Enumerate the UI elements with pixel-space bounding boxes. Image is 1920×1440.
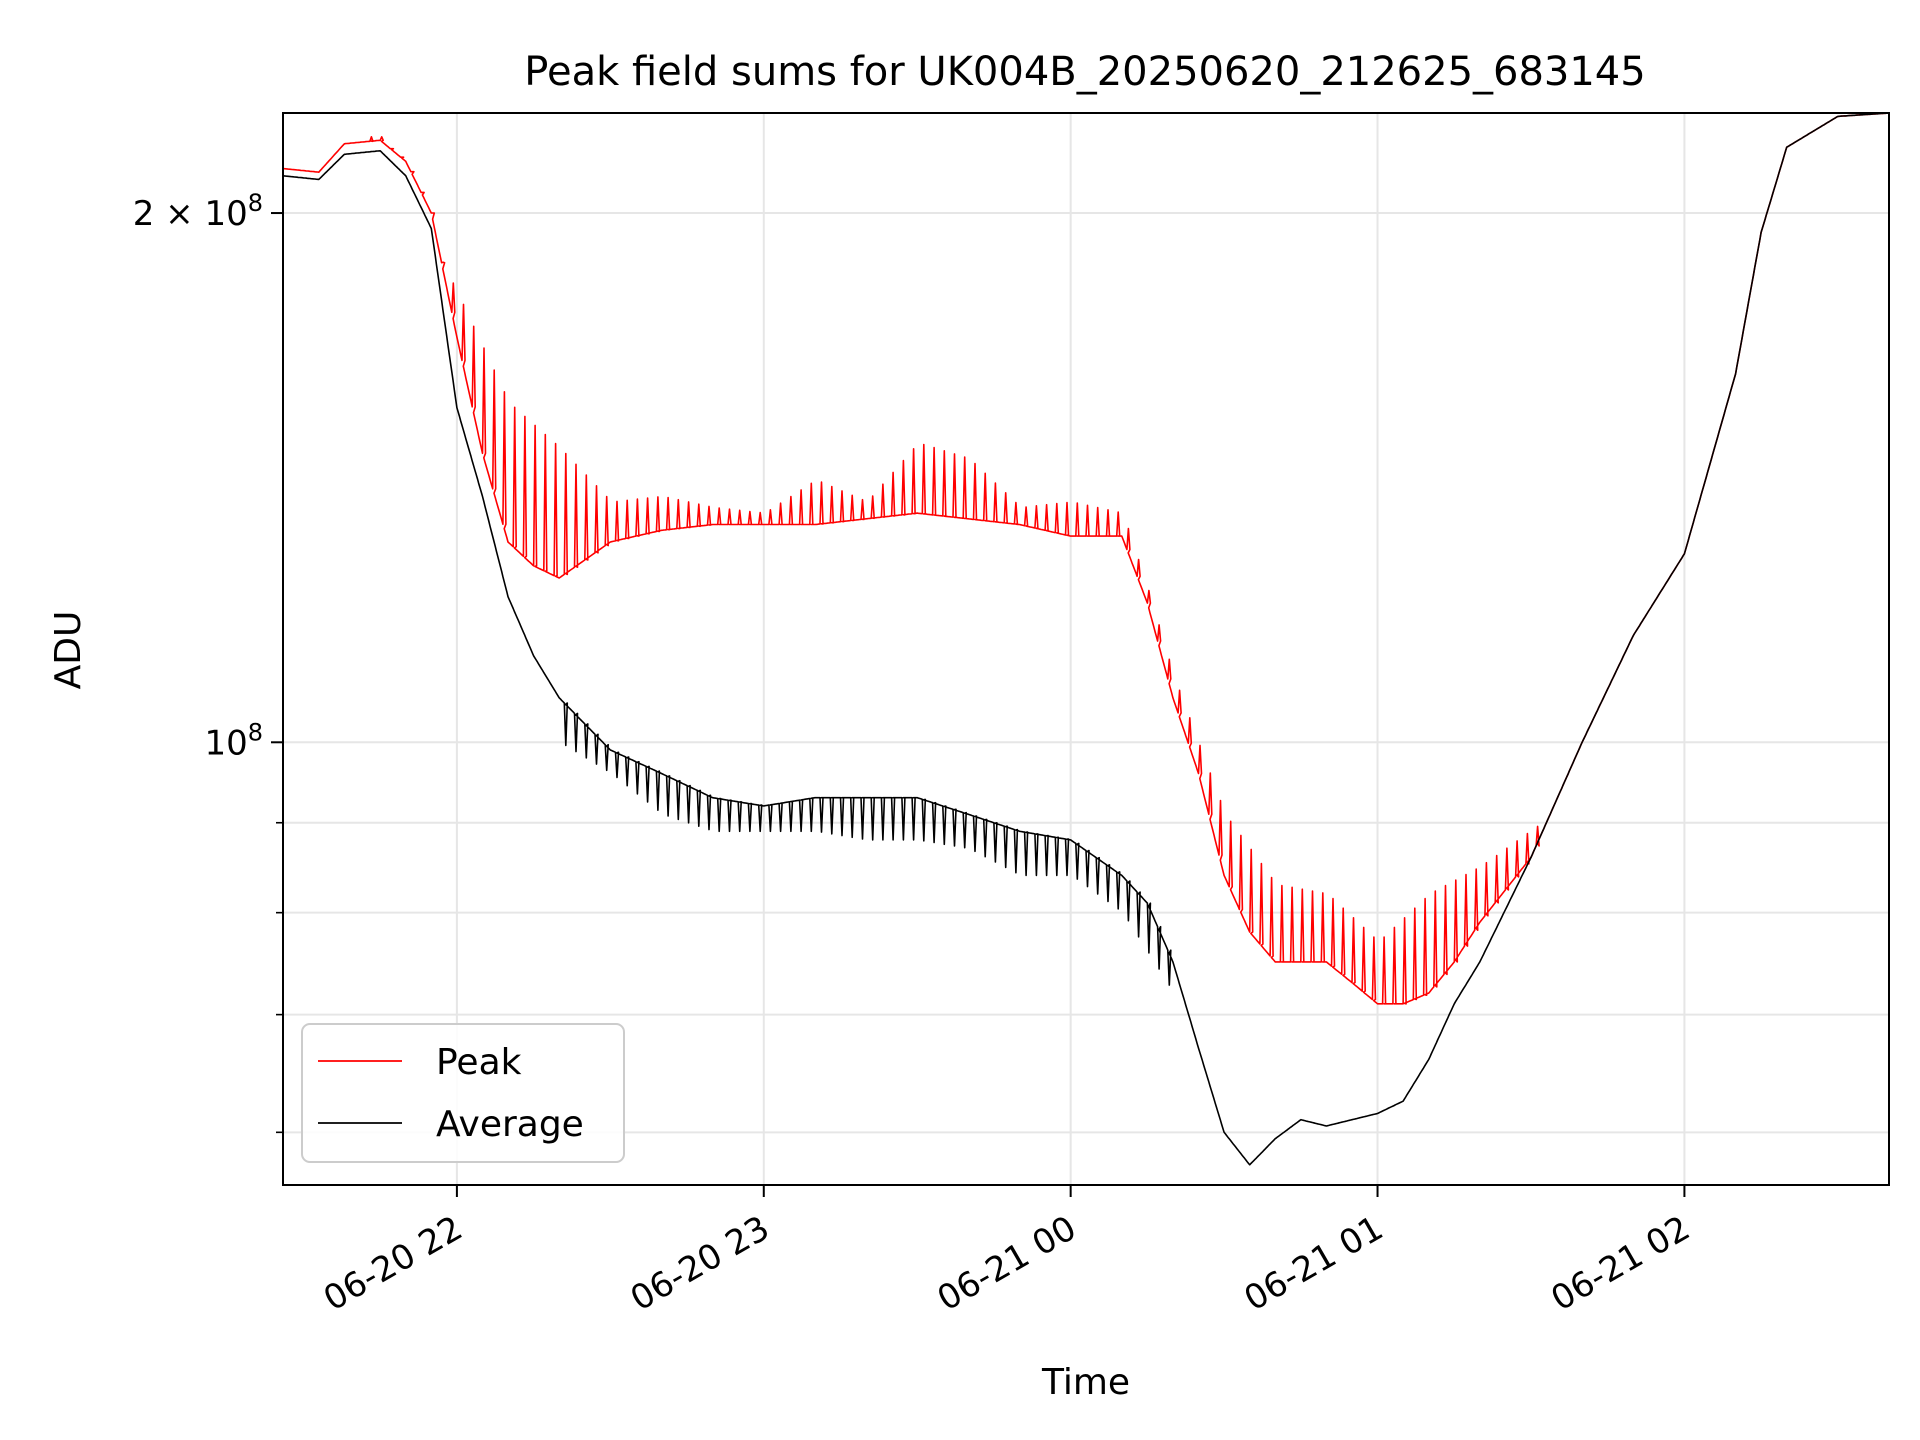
y-axis-label: ADU: [48, 611, 89, 690]
y-tick-label: 108: [204, 718, 263, 763]
x-tick-label: 06-21 00: [931, 1208, 1083, 1319]
plot-series-area: [283, 113, 1889, 1166]
peak-series-line: [283, 113, 1889, 1005]
x-tick-label: 06-20 23: [624, 1208, 776, 1319]
x-axis: 06-20 22 06-20 23 06-21 00 06-21 01 06-21 02: [317, 1185, 1697, 1319]
chart-title: Peak field sums for UK004B_20250620_2126…: [524, 49, 1645, 95]
average-series-line: [283, 113, 1889, 1166]
x-tick-label: 06-21 02: [1545, 1208, 1697, 1319]
legend-peak-label: Peak: [436, 1042, 522, 1083]
x-tick-label: 06-20 22: [317, 1208, 469, 1319]
legend: Peak Average: [301, 1023, 625, 1163]
legend-box: [301, 1023, 625, 1163]
plot-frame: [282, 112, 1890, 1186]
y-axis: 108 2 × 108: [133, 189, 283, 1134]
legend-average-label: Average: [436, 1104, 584, 1145]
y-tick-label: 2 × 108: [133, 189, 263, 234]
x-axis-label: Time: [1041, 1362, 1130, 1403]
x-tick-label: 06-21 01: [1238, 1208, 1390, 1319]
